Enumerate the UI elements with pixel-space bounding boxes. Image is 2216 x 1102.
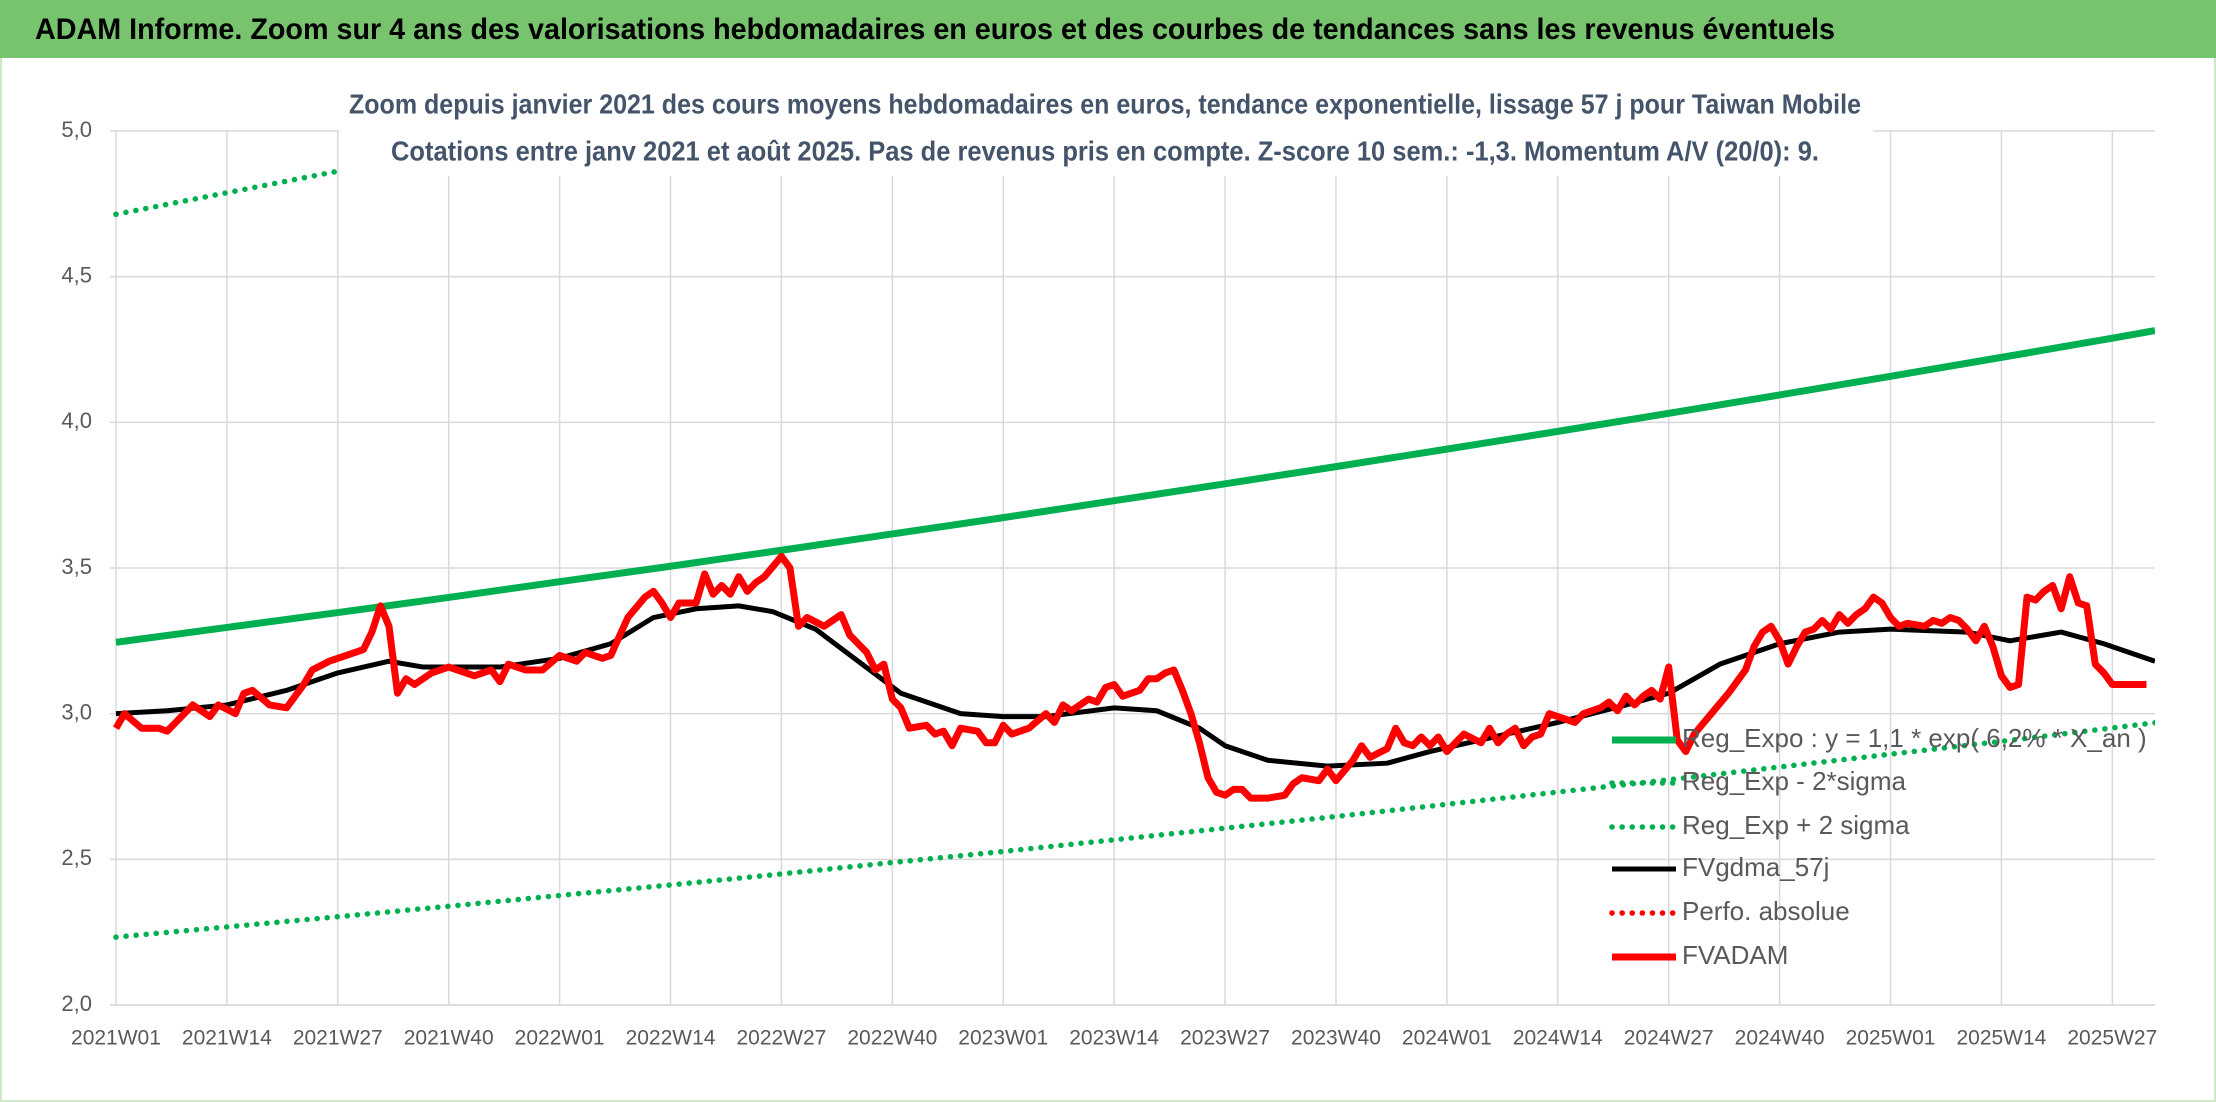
x-tick-label: 2024W27 (1624, 1027, 1714, 1050)
x-tick-label: 2021W40 (404, 1027, 494, 1050)
x-tick-label: 2025W01 (1846, 1027, 1936, 1050)
x-tick-label: 2021W01 (71, 1027, 161, 1050)
plot-lines (112, 131, 2155, 940)
axes: 2,0 2,5 3,0 3,5 4,0 4,5 5,0 2021W01 2021W14 2021W… (61, 117, 2157, 1050)
y-tick-label: 4,0 (61, 408, 92, 433)
subtitle-background (339, 84, 1873, 176)
x-tick-label: 2021W27 (293, 1027, 383, 1050)
y-tick-label: 3,5 (61, 554, 92, 579)
x-tick-label: 2023W01 (958, 1027, 1048, 1050)
x-tick-label: 2022W14 (626, 1027, 716, 1050)
x-tick-label: 2022W40 (847, 1027, 937, 1050)
x-tick-label: 2023W14 (1069, 1027, 1159, 1050)
x-tick-label: 2024W01 (1402, 1027, 1492, 1050)
x-tick-label: 2021W14 (182, 1027, 272, 1050)
y-tick-label: 2,0 (61, 991, 92, 1016)
x-tick-label: 2024W14 (1513, 1027, 1603, 1050)
y-tick-label: 5,0 (61, 117, 92, 142)
series-line (115, 327, 2155, 646)
chart-subtitle: Cotations entre janv 2021 et août 2025. … (391, 135, 1819, 166)
x-tick-label: 2024W40 (1735, 1027, 1825, 1050)
x-tick-label: 2022W01 (515, 1027, 605, 1050)
legend-label: FVgdma_57j (1682, 852, 1829, 882)
legend-label: Reg_Exp - 2*sigma (1682, 766, 1907, 796)
chart-subtitle: Zoom depuis janvier 2021 des cours moyen… (349, 88, 1861, 119)
title-bar (0, 0, 2216, 58)
legend: Reg_Expo : y = 1,1 * exp( 6,2% * X_an ) R… (1609, 723, 2147, 970)
legend-label: FVADAM (1682, 940, 1788, 970)
x-tick-label: 2023W27 (1180, 1027, 1270, 1050)
x-tick-label: 2025W27 (2067, 1027, 2157, 1050)
x-tick-label: 2022W27 (736, 1027, 826, 1050)
y-tick-label: 3,0 (61, 699, 92, 724)
y-tick-label: 2,5 (61, 845, 92, 870)
x-tick-label: 2025W14 (1956, 1027, 2046, 1050)
series-line (113, 719, 2155, 940)
y-tick-label: 4,5 (61, 262, 92, 287)
legend-label: Perfo. absolue (1682, 896, 1850, 926)
legend-label: Reg_Exp + 2 sigma (1682, 810, 1910, 840)
x-tick-label: 2023W40 (1291, 1027, 1381, 1050)
legend-label: Reg_Expo : y = 1,1 * exp( 6,2% * X_an ) (1682, 723, 2147, 753)
chart-title: ADAM Informe. Zoom sur 4 ans des valoris… (35, 13, 1835, 46)
series-line (112, 552, 2147, 802)
